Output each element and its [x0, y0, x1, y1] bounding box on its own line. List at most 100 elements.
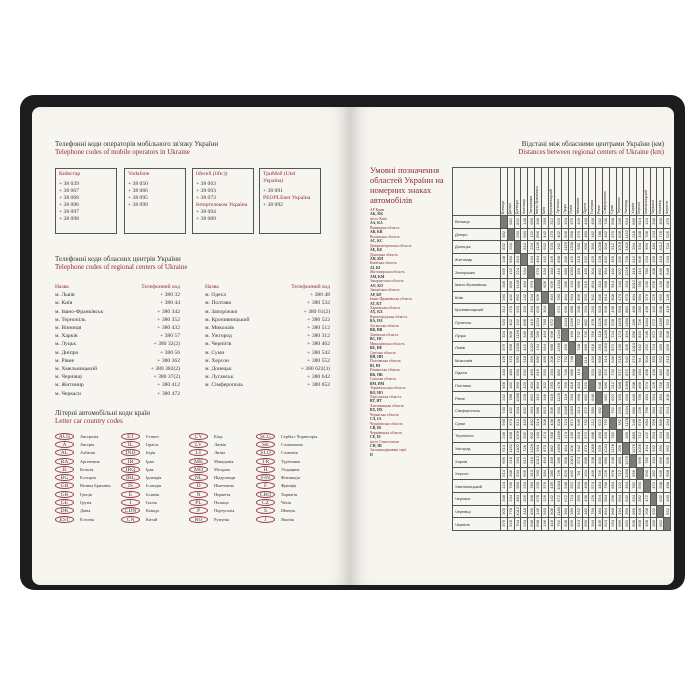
- distance-value: 508: [657, 306, 663, 313]
- distance-value: 732: [576, 331, 582, 338]
- distance-cell: 684: [608, 479, 617, 494]
- distance-cell: 390: [513, 378, 522, 393]
- distance-value: 842: [569, 469, 575, 477]
- distance-cell: 458: [547, 454, 556, 468]
- distance-cell: 798: [601, 479, 610, 494]
- distance-value: 494: [542, 457, 548, 464]
- table-row: Донецьк 832 250 810 224 1146 692 520 192 1156 1208…: [452, 240, 671, 254]
- distance-cell: 854: [601, 504, 610, 519]
- distance-value: 482: [657, 369, 663, 376]
- distance-value: 810: [542, 406, 548, 414]
- city-name: м. Харків: [55, 333, 78, 340]
- distance-cell: 250: [547, 378, 556, 393]
- distance-value: 656: [569, 520, 575, 527]
- distance-cell: 192: [554, 240, 563, 254]
- distance-value: 810: [514, 255, 520, 263]
- operator-code: + 38 098: [59, 216, 79, 222]
- distance-cell: 462: [506, 403, 515, 418]
- distance-cell: 134: [533, 340, 542, 355]
- distance-cell: 970: [533, 265, 542, 279]
- distance-value: 906: [562, 230, 568, 238]
- distance-value: 422: [521, 343, 527, 351]
- distance-cell: 682: [581, 391, 590, 405]
- distance-cell: 610: [622, 215, 631, 229]
- distance-value: 832: [521, 406, 527, 414]
- distance-cell: 472: [642, 492, 651, 506]
- distance-cell: 572: [554, 492, 563, 506]
- country-name: Німеччина: [214, 483, 234, 489]
- distance-value: 194: [616, 507, 622, 515]
- distance-cell: 882: [547, 441, 556, 456]
- distance-cell: 384: [595, 504, 603, 519]
- distance-cell: 124: [500, 479, 508, 494]
- distance-value: 184: [596, 482, 602, 490]
- distance-cell: 756: [595, 466, 603, 481]
- region-name: Волинська область: [370, 234, 400, 239]
- distance-value: 782: [610, 432, 616, 439]
- distance-cell: 914: [533, 416, 542, 431]
- distance-value: 622: [610, 394, 616, 401]
- distance-cell: 324: [561, 215, 569, 229]
- city-name: м. Суми: [205, 349, 225, 356]
- distance-cell: 678: [635, 416, 644, 431]
- city-name: м. Івано-Франківськ: [55, 308, 104, 315]
- table-row: Суми 568 370 512 450 492 914 308 438 528 724 872 646…: [452, 416, 671, 431]
- distance-cell: 376: [567, 215, 576, 229]
- distance-value: 348: [508, 469, 514, 477]
- distance-cell: 782: [615, 416, 624, 431]
- distance-value: 566: [616, 520, 622, 527]
- column-header: Рівне: [595, 167, 603, 216]
- distance-value: 308: [650, 268, 656, 276]
- distance-value: 902: [528, 432, 534, 439]
- distance-value: 606: [542, 280, 548, 288]
- distance-value: 828: [616, 230, 622, 238]
- country-name: Словенія: [281, 450, 298, 456]
- distance-value: 622: [596, 419, 602, 427]
- distance-cell: 656: [567, 517, 576, 531]
- distance-value: 656: [501, 268, 507, 276]
- distance-cell: 436: [581, 492, 590, 506]
- distance-cell: 218: [629, 227, 637, 242]
- diagonal-cell: [622, 441, 631, 456]
- distance-value: 442: [542, 230, 548, 238]
- distance-value: 792: [664, 318, 670, 326]
- distance-cell: 314: [601, 353, 610, 368]
- operator-code: + 38 096: [59, 202, 79, 208]
- distance-cell: 568: [500, 416, 508, 431]
- distance-value: 230: [535, 482, 541, 490]
- distance-cell: 332: [615, 252, 624, 267]
- distance-cell: 1276: [622, 454, 631, 468]
- distance-value: 572: [555, 495, 561, 502]
- distance-cell: 616: [533, 366, 542, 380]
- regional-row: м. Полтава + 380 532: [205, 299, 330, 307]
- distance-value: 854: [603, 507, 609, 515]
- operator-code: + 38 093: [196, 188, 216, 194]
- distance-value: 520: [548, 243, 554, 250]
- distance-value: 506: [664, 457, 670, 464]
- distance-value: 164: [637, 369, 643, 376]
- car-code-row: CY Кіпр: [189, 432, 255, 440]
- distance-value: 574: [589, 482, 595, 490]
- distance-value: 246: [616, 217, 622, 225]
- distance-cell: 820: [561, 466, 569, 481]
- distance-cell: 732: [608, 366, 617, 380]
- distance-cell: 348: [500, 492, 508, 506]
- distance-cell: 832: [520, 403, 529, 418]
- distance-value: 130: [616, 343, 622, 351]
- distance-cell: 698: [635, 517, 644, 531]
- distance-cell: 468: [663, 479, 671, 494]
- distance-cell: 1010: [629, 340, 637, 355]
- distance-cell: 1156: [513, 328, 522, 342]
- region-plate-code: AI, KI: [370, 265, 381, 270]
- city-name: м. Одеса: [205, 292, 226, 299]
- distance-value: 376: [664, 217, 670, 225]
- distance-cell: 348: [635, 227, 644, 242]
- distance-cell: 494: [622, 479, 631, 494]
- mobile-section-heading: Телефонні коди операторів мобільного зв'…: [55, 140, 218, 156]
- distance-cell: 832: [513, 215, 522, 229]
- distance-value: 550: [582, 293, 588, 301]
- distance-value: 862: [596, 268, 602, 276]
- distance-cell: 748: [574, 340, 583, 355]
- car-codes-heading: Літерні автомобільні коди країн Letter c…: [55, 409, 150, 425]
- row-city-name: Суми: [452, 416, 501, 431]
